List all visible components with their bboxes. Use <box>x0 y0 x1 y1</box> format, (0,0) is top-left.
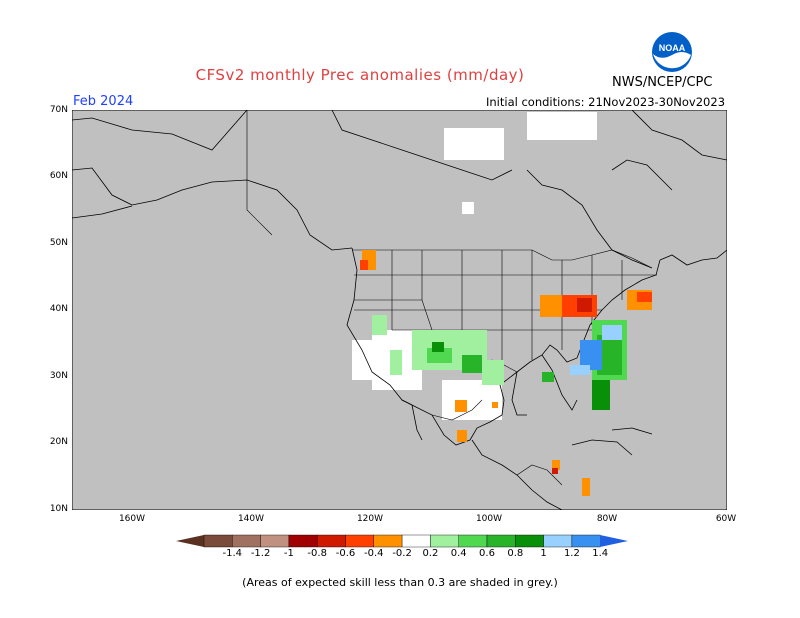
chart-title: CFSv2 monthly Prec anomalies (mm/day) <box>195 66 525 84</box>
lon-label: 60W <box>715 514 737 524</box>
lat-label: 70N <box>49 105 68 115</box>
colorbar-cells <box>203 534 601 548</box>
colorbar-cell <box>316 534 346 548</box>
colorbar-label: -0.4 <box>364 548 384 559</box>
wet-anomalies <box>372 315 627 410</box>
colorbar-label: -1.2 <box>250 548 271 559</box>
colorbar-cell <box>373 534 403 548</box>
colorbar-cell <box>486 534 516 548</box>
colorbar-label: -0.2 <box>392 548 412 559</box>
colorbar-label: -0.8 <box>307 548 327 559</box>
lon-label: 80W <box>596 514 618 524</box>
colorbar <box>176 534 628 548</box>
lat-label: 10N <box>49 504 68 514</box>
colorbar-label: 1.4 <box>592 548 609 559</box>
initial-conditions: Initial conditions: 21Nov2023-30Nov2023 <box>486 95 726 109</box>
colorbar-label: 0.8 <box>507 548 524 559</box>
lon-label: 120W <box>356 514 384 524</box>
lat-label: 20N <box>49 437 68 447</box>
anomaly-map <box>72 110 727 510</box>
colorbar-cell <box>571 534 601 548</box>
colorbar-cell <box>203 534 233 548</box>
forecast-month: Feb 2024 <box>73 94 134 109</box>
colorbar-low-arrow <box>176 535 204 547</box>
colorbar-label: 0.4 <box>450 548 467 559</box>
lat-label: 40N <box>49 304 68 314</box>
colorbar-label: 1 <box>540 548 547 559</box>
colorbar-cell <box>458 534 488 548</box>
lon-label: 160W <box>118 514 146 524</box>
colorbar-cell <box>345 534 374 548</box>
lon-label: 100W <box>475 514 503 524</box>
colorbar-label: -0.6 <box>335 548 356 559</box>
skill-note: (Areas of expected skill less than 0.3 a… <box>242 576 558 589</box>
logo-text: NOAA <box>659 43 686 53</box>
lat-label: 50N <box>49 238 68 248</box>
colorbar-cell <box>260 534 290 548</box>
colorbar-label: -1 <box>283 548 294 559</box>
colorbar-cell <box>401 534 431 548</box>
colorbar-label: -1.4 <box>222 548 243 559</box>
lon-label: 140W <box>237 514 265 524</box>
colorbar-cell <box>232 534 261 548</box>
agency-label: NWS/NCEP/CPC <box>612 75 713 90</box>
colorbar-label: 1.2 <box>563 548 580 559</box>
colorbar-cell <box>430 534 459 548</box>
colorbar-label: 0.6 <box>479 548 495 559</box>
coastlines <box>72 110 727 510</box>
noaa-logo: NOAA <box>651 31 693 73</box>
colorbar-cell <box>288 534 318 548</box>
dry-anomalies <box>360 250 652 496</box>
colorbar-label: 0.2 <box>422 548 439 559</box>
colorbar-cell <box>515 534 544 548</box>
colorbar-high-arrow <box>600 535 628 547</box>
lat-label: 60N <box>49 171 68 181</box>
colorbar-cell <box>543 534 573 548</box>
lat-label: 30N <box>49 371 68 381</box>
